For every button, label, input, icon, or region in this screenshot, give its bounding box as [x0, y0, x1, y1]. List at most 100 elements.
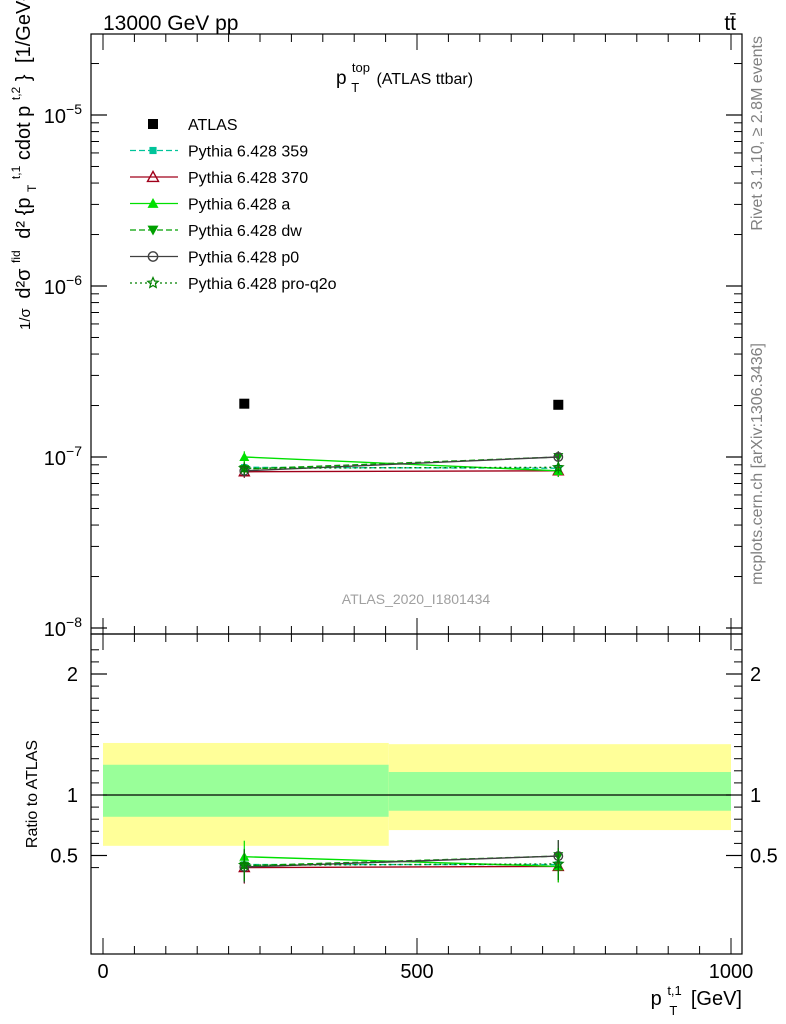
main-y-tick-label: 10−7 — [44, 443, 82, 470]
ratio-x-label: p t,1 T [GeV] — [651, 978, 742, 1020]
main-plot-area — [237, 398, 565, 478]
ratio-series-line-p370 — [244, 865, 559, 869]
ratio-y-axis: 0.5 0.5 1 1 2 2 — [50, 649, 778, 869]
plot-title-rest: (ATLAS ttbar) — [376, 71, 473, 88]
plot-title: p top T (ATLAS ttbar) — [336, 56, 473, 97]
main-point-a — [239, 452, 250, 461]
main-y-axis: 10−810−710−610−5 — [44, 63, 742, 641]
main-series-line-proq2o — [244, 466, 559, 469]
plot-title-p: p — [336, 68, 347, 89]
main-y-tick-exp: −8 — [66, 614, 82, 630]
ratio-series-line-p0 — [244, 855, 559, 868]
y-label-den-sup: t,1 — [9, 165, 23, 179]
main-y-tick-exp: −6 — [66, 272, 82, 288]
main-y-tick-label: 10−6 — [44, 272, 82, 299]
y-label-main: d²σ — [13, 268, 35, 299]
ratio-x-tick-label: 500 — [400, 961, 433, 983]
main-y-tick-base: 10 — [44, 448, 66, 470]
main-series-p0 — [239, 451, 564, 478]
main-y-label: 1/σ d²σ fid d² {p T t,1 cdot p t,2 } [1/… — [3, 0, 41, 330]
legend-marker-p0 — [147, 251, 159, 262]
ratio-point-proq2o — [552, 857, 565, 870]
legend-item-p359: Pythia 6.428 359 — [130, 144, 308, 161]
legend-label-p359: Pythia 6.428 359 — [188, 144, 308, 161]
ratio-x-tick-label: 0 — [97, 961, 108, 983]
legend-item-proq2o: Pythia 6.428 pro-q2o — [130, 275, 337, 293]
ratio-x-axis: 0 500 1000 — [97, 634, 753, 983]
ratio-plot-area — [103, 742, 731, 884]
y-label-den-sup2: t,2 — [9, 86, 23, 100]
y-label-den-end: } — [13, 74, 35, 81]
y-label-den-mid: cdot p — [13, 106, 35, 160]
legend-marker-dw — [147, 225, 159, 236]
y-label-unit: [1/GeV²] — [13, 0, 35, 63]
ratio-series-p370 — [238, 850, 565, 884]
rivet-label: Rivet 3.1.10, ≥ 2.8M events — [749, 36, 766, 231]
ratio-x-tick-label: 1000 — [709, 961, 754, 983]
legend-marker-ATLAS — [148, 119, 158, 129]
main-y-tick-label: 10−5 — [44, 101, 82, 128]
legend-marker-a — [147, 198, 159, 208]
ratio-y-tick-label-right: 2 — [750, 664, 761, 686]
ratio-series-proq2o — [237, 847, 565, 882]
main-point-ATLAS — [553, 399, 564, 410]
x-label-p: p — [651, 988, 662, 1010]
x-label-sub: T — [669, 1003, 677, 1018]
main-y-tick-label: 10−8 — [44, 614, 82, 641]
header-right: tt̄ — [724, 12, 736, 35]
x-label-sup: t,1 — [667, 983, 681, 998]
ratio-y-tick-label-left: 2 — [67, 664, 78, 686]
ratio-band-inner — [103, 764, 389, 817]
y-label-sup: fid — [9, 250, 23, 263]
legend-label-a: Pythia 6.428 a — [188, 197, 290, 214]
main-y-tick-base: 10 — [44, 106, 66, 128]
plot-title-sup: top — [352, 60, 370, 75]
header-left: 13000 GeV pp — [103, 12, 238, 35]
main-y-tick-exp: −5 — [66, 101, 82, 117]
main-series-line-p0 — [244, 456, 559, 472]
legend-label-p0: Pythia 6.428 p0 — [188, 250, 299, 267]
watermark: ATLAS_2020_I1801434 — [342, 591, 491, 607]
main-x-ticks — [102, 34, 732, 634]
legend-label-ATLAS: ATLAS — [188, 117, 238, 134]
legend-item-p0: Pythia 6.428 p0 — [130, 250, 299, 267]
legend-label-dw: Pythia 6.428 dw — [188, 223, 302, 240]
ratio-panel: 0.5 0.5 1 1 2 2 0 500 1000 Ratio to ATLAS p t,1… — [24, 633, 778, 1020]
ratio-y-tick-label-left: 1 — [67, 785, 78, 807]
main-y-tick-base: 10 — [44, 619, 66, 641]
main-series-ATLAS — [239, 398, 564, 410]
x-label-unit: [GeV] — [691, 988, 742, 1010]
y-label-den: d² {p — [13, 198, 35, 239]
ratio-y-tick-label-right: 0.5 — [750, 846, 778, 868]
legend-marker-p370 — [146, 170, 160, 183]
legend-item-dw: Pythia 6.428 dw — [130, 223, 302, 240]
main-series-line-p370 — [244, 470, 559, 473]
ratio-band-inner — [388, 772, 731, 811]
main-panel: 10−810−710−610−5 ATLAS_2020_I1801434 p t… — [44, 33, 743, 641]
ratio-point-proq2o — [237, 858, 251, 871]
y-label-frac: 1/σ — [17, 307, 34, 330]
main-point-proq2o — [237, 461, 251, 474]
main-series-proq2o — [237, 460, 565, 475]
legend: ATLAS Pythia 6.428 359 Pythia 6.428 370 Pyt… — [130, 117, 337, 293]
main-point-ATLAS — [239, 398, 250, 409]
ratio-y-label: Ratio to ATLAS — [24, 740, 41, 848]
plot-title-sub: T — [351, 80, 359, 95]
legend-marker-proq2o — [146, 275, 160, 289]
main-y-tick-exp: −7 — [66, 443, 82, 459]
ratio-y-tick-label-right: 1 — [750, 785, 761, 807]
ratio-y-tick-label-left: 0.5 — [50, 846, 78, 868]
legend-label-p370: Pythia 6.428 370 — [188, 170, 308, 187]
legend-item-p370: Pythia 6.428 370 — [130, 170, 308, 187]
main-y-label-text: 1/σ d²σ fid d² {p T t,1 cdot p t,2 } [1/… — [3, 0, 41, 330]
ratio-series-p0 — [239, 840, 564, 883]
y-label-den-sub: T — [25, 184, 39, 192]
legend-item-a: Pythia 6.428 a — [130, 197, 290, 214]
mcplots-label: mcplots.cern.ch [arXiv:1306.3436] — [749, 343, 766, 585]
legend-item-ATLAS: ATLAS — [148, 117, 238, 134]
legend-marker-p359 — [149, 146, 157, 155]
main-point-proq2o — [551, 460, 565, 473]
ratio-series-line-proq2o — [244, 863, 559, 866]
main-y-tick-base: 10 — [44, 277, 66, 299]
